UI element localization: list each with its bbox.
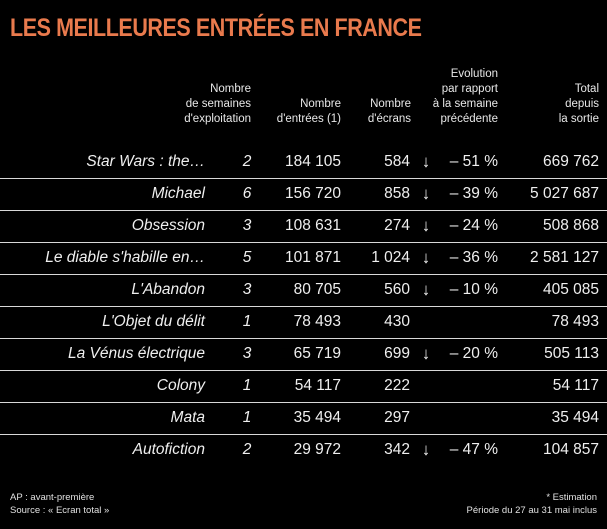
entries-count: 108 631 <box>284 217 341 234</box>
entries-count: 78 493 <box>293 313 341 330</box>
entries-count: 29 972 <box>293 441 341 458</box>
table-row: Michael 6 156 720 858 ↓ – 39 % 5 027 687 <box>0 179 607 211</box>
down-arrow-icon: ↓ <box>421 184 431 203</box>
total-entries: 508 868 <box>542 217 599 234</box>
total-entries: 78 493 <box>551 313 599 330</box>
weeks-count: 1 <box>242 409 252 426</box>
entries-count: 35 494 <box>293 409 341 426</box>
weeks-count: 2 <box>242 441 252 458</box>
film-title: La Vénus électrique <box>67 345 205 362</box>
total-entries: 505 113 <box>544 345 599 362</box>
total-entries: 669 762 <box>542 153 599 170</box>
evolution-value: – 10 % <box>449 281 498 298</box>
table-row: L'Abandon 3 80 705 560 ↓ – 10 % 405 085 <box>0 275 607 307</box>
screens-count: 858 <box>384 185 410 202</box>
film-title: Obsession <box>131 217 205 234</box>
table-row: Obsession 3 108 631 274 ↓ – 24 % 508 868 <box>0 211 607 243</box>
weeks-count: 3 <box>242 345 252 362</box>
evolution-value: – 39 % <box>449 185 498 202</box>
total-entries: 35 494 <box>551 409 599 426</box>
weeks-count: 5 <box>242 249 252 266</box>
screens-count: 274 <box>384 217 410 234</box>
entries-count: 184 105 <box>284 153 341 170</box>
evolution-value: – 51 % <box>449 153 498 170</box>
screens-count: 430 <box>384 313 410 330</box>
evolution-value: – 36 % <box>449 249 498 266</box>
table-row: La Vénus électrique 3 65 719 699 ↓ – 20 % 505 … <box>0 339 607 371</box>
total-entries: 5 027 687 <box>530 185 599 202</box>
total-entries: 2 581 127 <box>530 249 599 266</box>
header-screens: Nombre d'écrans <box>367 98 411 125</box>
weeks-count: 3 <box>242 217 252 234</box>
film-title: Michael <box>151 185 205 202</box>
table-row: Colony 1 54 117 222 54 117 <box>0 371 607 403</box>
table-row: Autofiction 2 29 972 342 ↓ – 47 % 104 857 <box>0 435 607 466</box>
evolution-value: – 20 % <box>449 345 498 362</box>
screens-count: 560 <box>384 281 410 298</box>
film-title: Autofiction <box>132 441 205 458</box>
down-arrow-icon: ↓ <box>421 280 431 299</box>
footer-period: * Estimation Période du 27 au 31 mai inc… <box>466 492 597 516</box>
box-office-table: Star Wars : the… 2 184 105 584 ↓ – 51 % 669 76… <box>0 147 607 466</box>
film-title: Le diable s'habille en… <box>45 249 205 266</box>
film-title: Colony <box>156 377 205 394</box>
entries-count: 54 117 <box>294 377 341 394</box>
film-title: L'Abandon <box>131 281 205 298</box>
film-title: Star Wars : the… <box>86 153 205 170</box>
entries-count: 101 871 <box>284 249 341 266</box>
weeks-count: 1 <box>242 313 252 330</box>
entries-count: 65 719 <box>293 345 341 362</box>
header-evolution: Evolution par rapport à la semaine précé… <box>432 68 498 125</box>
evolution-value: – 24 % <box>449 217 498 234</box>
down-arrow-icon: ↓ <box>421 344 431 363</box>
weeks-count: 3 <box>242 281 252 298</box>
down-arrow-icon: ↓ <box>421 152 431 171</box>
table-row: Star Wars : the… 2 184 105 584 ↓ – 51 % 669 76… <box>0 147 607 179</box>
film-title: Mata <box>170 409 205 426</box>
screens-count: 699 <box>384 345 410 362</box>
weeks-count: 1 <box>242 377 252 394</box>
total-entries: 54 117 <box>552 377 599 394</box>
screens-count: 297 <box>384 409 410 426</box>
screens-count: 1 024 <box>371 249 410 266</box>
total-entries: 104 857 <box>542 441 599 458</box>
down-arrow-icon: ↓ <box>421 216 431 235</box>
down-arrow-icon: ↓ <box>421 248 431 267</box>
footer-notes: AP : avant-première Source : « Ecran tot… <box>10 492 110 516</box>
entries-count: 156 720 <box>284 185 341 202</box>
screens-count: 342 <box>384 441 410 458</box>
down-arrow-icon: ↓ <box>421 440 431 459</box>
header-weeks: Nombre de semaines d'exploitation <box>184 83 251 125</box>
table-row: Le diable s'habille en… 5 101 871 1 024 ↓ – 3… <box>0 243 607 275</box>
page-title: LES MEILLEURES ENTRÉES EN FRANCE <box>10 14 422 42</box>
table-row: L'Objet du délit 1 78 493 430 78 493 <box>0 307 607 339</box>
film-title: L'Objet du délit <box>102 313 205 330</box>
screens-count: 222 <box>384 377 410 394</box>
weeks-count: 2 <box>242 153 252 170</box>
weeks-count: 6 <box>242 185 252 202</box>
total-entries: 405 085 <box>542 281 599 298</box>
header-total: Total depuis la sortie <box>558 83 599 125</box>
table-row: Mata 1 35 494 297 35 494 <box>0 403 607 435</box>
screens-count: 584 <box>384 153 410 170</box>
evolution-value: – 47 % <box>449 441 498 458</box>
entries-count: 80 705 <box>293 281 341 298</box>
header-entries: Nombre d'entrées (1) <box>276 98 341 125</box>
